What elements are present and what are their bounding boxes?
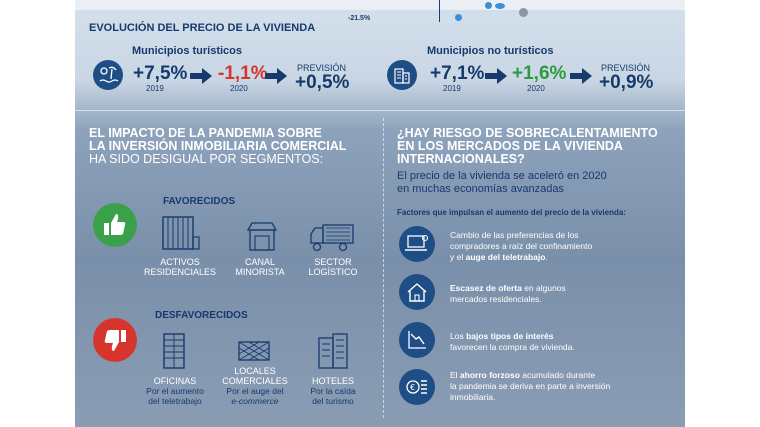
svg-text:€: € xyxy=(410,383,415,392)
mall-grid-icon xyxy=(238,341,270,361)
no-turisticos-2019-value: +7,1% xyxy=(430,63,485,84)
factor-3-line2: favorecen la compra de vivienda. xyxy=(450,342,575,352)
house-icon xyxy=(399,274,435,310)
declining-chart-icon xyxy=(399,322,435,358)
desfavorecido-sub-1a: Por el aumento xyxy=(146,386,204,396)
riesgo-heading-line2: EN LOS MERCADOS DE LA VIVIENDA xyxy=(397,139,623,153)
favorecido-label-1b: RESIDENCIALES xyxy=(143,267,217,277)
no-turisticos-2020-year: 2020 xyxy=(527,84,545,93)
buildings-icon xyxy=(387,60,417,90)
chart-remnant-strip xyxy=(75,0,685,10)
thumbs-up-icon xyxy=(93,203,137,247)
desfavorecido-sub-2a: Por el auge del xyxy=(226,386,284,396)
arrow-right-icon xyxy=(570,68,592,84)
impacto-heading-line3: HA SIDO DESIGUAL POR SEGMENTOS: xyxy=(89,152,324,166)
favorecido-label-2b: MINORISTA xyxy=(235,267,285,277)
desfavorecidos-title: DESFAVORECIDOS xyxy=(155,310,248,321)
map-dot xyxy=(519,8,528,17)
no-turisticos-2019-year: 2019 xyxy=(443,84,461,93)
factor-1-line1: Cambio de las preferencias de los xyxy=(450,230,579,240)
arrow-right-icon xyxy=(265,68,287,84)
desfavorecido-sub-3b: del turismo xyxy=(312,396,354,406)
beach-icon xyxy=(93,60,123,90)
riesgo-heading-line1: ¿HAY RIESGO DE SOBRECALENTAMIENTO xyxy=(397,126,658,140)
factor-3-line1: Los bajos tipos de interés xyxy=(450,331,554,341)
turisticos-2020-value: -1,1% xyxy=(218,63,268,84)
desfavorecido-label-2b: COMERCIALES xyxy=(222,376,288,386)
riesgo-text-line1: El precio de la vivienda se aceleró en 2… xyxy=(397,170,607,182)
no-turisticos-prevision-value: +0,9% xyxy=(599,72,654,93)
factor-4-line2: la pandemia se deriva en parte a inversi… xyxy=(450,381,611,391)
apartment-building-icon xyxy=(162,216,200,250)
factores-title: Factores que impulsan el aumento del pre… xyxy=(397,208,626,217)
no-turisticos-2020-value: +1,6% xyxy=(512,63,567,84)
infographic-panel: -21.5% EVOLUCIÓN DEL PRECIO DE LA VIVIEN… xyxy=(75,0,685,427)
map-dot xyxy=(455,14,462,21)
impacto-heading-line2: LA INVERSIÓN INMOBILIARIA COMERCIAL xyxy=(89,139,347,153)
map-dot xyxy=(485,2,492,9)
desfavorecido-label-2a: LOCALES xyxy=(234,366,276,376)
thumbs-down-icon xyxy=(93,318,137,362)
arrow-right-icon xyxy=(190,68,212,84)
no-turisticos-prevision-label: PREVISIÓN xyxy=(601,63,651,73)
map-dot xyxy=(495,3,505,9)
office-tower-icon xyxy=(163,333,185,369)
favorecido-label-2a: CANAL xyxy=(244,257,275,267)
turisticos-prevision-label: PREVISIÓN xyxy=(297,63,347,73)
turisticos-2019-value: +7,5% xyxy=(133,63,188,84)
turisticos-prevision-value: +0,5% xyxy=(295,72,350,93)
turisticos-2019-year: 2019 xyxy=(146,84,164,93)
desfavorecido-label-3a: HOTELES xyxy=(311,376,354,386)
desfavorecido-sub-3a: Por la caída xyxy=(310,386,356,396)
favorecido-label-3b: LOGÍSTICO xyxy=(308,267,358,277)
desfavorecido-label-1a: OFICINAS xyxy=(153,376,197,386)
impacto-heading-line1: EL IMPACTO DE LA PANDEMIA SOBRE xyxy=(89,126,322,140)
desfavorecido-sub-2b: e-commerce xyxy=(231,396,279,406)
euro-coins-icon: € xyxy=(399,369,435,405)
factor-2-line1: Escasez de oferta en algunos xyxy=(450,283,566,293)
hotel-building-icon xyxy=(318,333,348,369)
truck-icon xyxy=(310,224,354,252)
arrow-right-icon xyxy=(485,68,507,84)
section-divider xyxy=(75,110,685,111)
no-turisticos-label: Municipios no turísticos xyxy=(427,45,554,57)
factor-2-line2: mercados residenciales. xyxy=(450,294,542,304)
chart-tick-label: -21.5% xyxy=(348,15,371,22)
teleworker-icon xyxy=(399,226,435,262)
factor-1-line2: compradores a raíz del confinamiento xyxy=(450,241,593,251)
riesgo-text-line2: en muchas economías avanzadas xyxy=(397,183,564,195)
column-divider xyxy=(383,118,384,418)
turisticos-label: Municipios turísticos xyxy=(132,45,243,57)
desfavorecido-sub-1b: del teletrabajo xyxy=(148,396,202,406)
favorecido-label-1a: ACTIVOS xyxy=(160,257,200,267)
favorecido-label-3a: SECTOR xyxy=(314,257,352,267)
factor-1-line3: y el auge del teletrabajo. xyxy=(450,252,548,262)
favorecidos-title: FAVORECIDOS xyxy=(163,196,236,207)
factor-4-line3: inmobiliaria. xyxy=(450,392,496,402)
evolucion-title: EVOLUCIÓN DEL PRECIO DE LA VIVIENDA xyxy=(89,22,316,34)
factor-4-line1: El ahorro forzoso acumulado durante xyxy=(450,370,596,380)
store-icon xyxy=(246,222,278,251)
chart-axis-line xyxy=(439,0,440,22)
riesgo-heading-line3: INTERNACIONALES? xyxy=(397,152,525,166)
turisticos-2020-year: 2020 xyxy=(230,84,248,93)
